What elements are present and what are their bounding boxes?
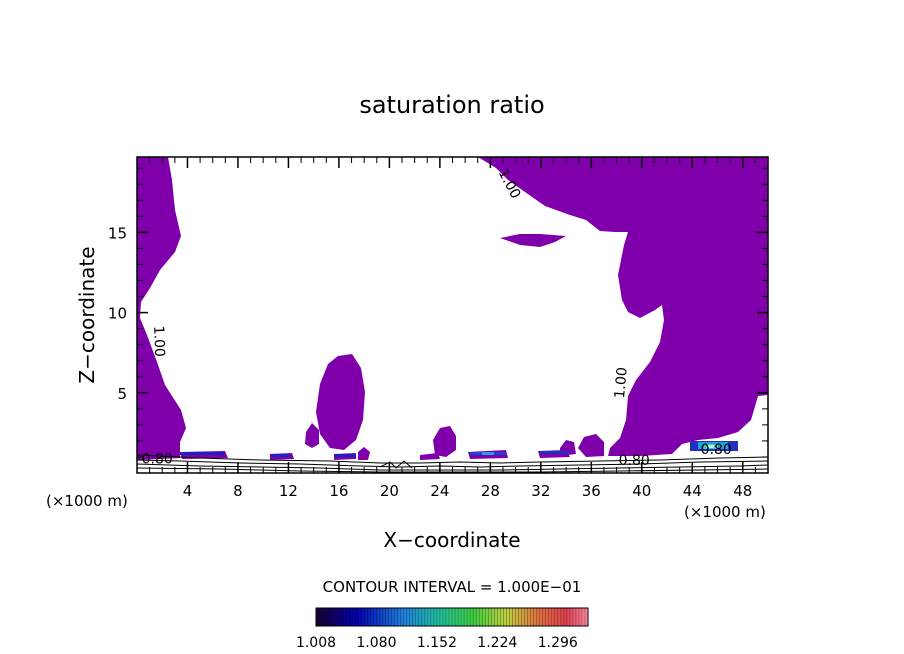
cloud-14 bbox=[305, 423, 319, 448]
x-tick-label: 4 bbox=[183, 482, 193, 500]
y-tick-label: 10 bbox=[108, 305, 127, 323]
colorbar-stripes bbox=[318, 608, 586, 626]
x-unit-left: (×1000 m) bbox=[46, 492, 128, 510]
low-strip-22 bbox=[420, 453, 440, 460]
colorbar-tick-label: 1.224 bbox=[477, 635, 517, 651]
colorbar-fill bbox=[316, 608, 588, 626]
contour-label: 0.80 bbox=[142, 451, 173, 467]
cloud-24 bbox=[433, 426, 456, 457]
x-tick-label: 16 bbox=[329, 482, 348, 500]
x-tick-label: 8 bbox=[233, 482, 243, 500]
chart-title: saturation ratio bbox=[359, 91, 544, 119]
supersaturated-patches bbox=[180, 441, 738, 457]
cloud-18 bbox=[358, 447, 370, 460]
colorbar-tick-label: 1.296 bbox=[538, 635, 578, 651]
contour-line bbox=[137, 463, 768, 471]
x-axis-label: X−coordinate bbox=[383, 528, 520, 552]
contour-line bbox=[137, 467, 768, 473]
x-tick-label: 28 bbox=[481, 482, 500, 500]
y-tick-label: 5 bbox=[117, 385, 127, 403]
colorbar-tick-label: 1.080 bbox=[356, 635, 396, 651]
supersat-patch bbox=[482, 452, 494, 455]
contour-line bbox=[137, 459, 768, 468]
y-tick-labels: 5 10 15 bbox=[108, 224, 127, 402]
x-tick-label: 48 bbox=[733, 482, 752, 500]
colorbar-tick-label: 1.008 bbox=[296, 635, 336, 651]
contour-label: 1.00 bbox=[612, 367, 631, 399]
colorbar-labels: 1.008 1.080 1.152 1.224 1.296 bbox=[296, 635, 578, 651]
major-ticks bbox=[137, 157, 768, 473]
x-tick-label: 12 bbox=[279, 482, 298, 500]
colorbar-tick-label: 1.152 bbox=[417, 635, 457, 651]
y-tick-label: 15 bbox=[108, 224, 127, 242]
contour-fill-region bbox=[137, 157, 768, 473]
contour-line bbox=[379, 460, 413, 469]
supersat-patch bbox=[334, 454, 356, 457]
bump-right-44 bbox=[660, 268, 667, 300]
left-saturated-region bbox=[137, 157, 186, 460]
supersat-patch bbox=[272, 454, 290, 457]
right-saturated-region bbox=[478, 157, 768, 456]
cloud-36 bbox=[578, 434, 604, 457]
colorbar-frame bbox=[315, 607, 589, 627]
mid-cloud-16 bbox=[316, 354, 365, 450]
x-tick-label: 20 bbox=[380, 482, 399, 500]
contour-label: 1.00 bbox=[150, 325, 167, 357]
y-axis-label: Z−coordinate bbox=[75, 246, 99, 383]
contour-label: 0.80 bbox=[619, 453, 650, 469]
x-unit-right: (×1000 m) bbox=[684, 503, 766, 521]
contour-interval-text: CONTOUR INTERVAL = 1.000E−01 bbox=[323, 578, 582, 596]
supersat-patch bbox=[180, 452, 224, 455]
x-tick-label: 40 bbox=[632, 482, 651, 500]
contour-label: 0.80 bbox=[701, 442, 732, 458]
x-tick-label: 32 bbox=[531, 482, 550, 500]
upper-cloud-wisp bbox=[500, 234, 566, 247]
colorbar: 1.008 1.080 1.152 1.224 1.296 bbox=[296, 607, 589, 651]
contour-line bbox=[137, 454, 768, 464]
x-tick-labels: 4 8 12 16 20 24 28 32 36 40 44 48 bbox=[183, 482, 753, 500]
x-tick-label: 36 bbox=[582, 482, 601, 500]
x-tick-label: 24 bbox=[430, 482, 449, 500]
supersat-patch bbox=[540, 451, 570, 454]
supersat-patch bbox=[708, 445, 714, 448]
x-tick-label: 44 bbox=[683, 482, 702, 500]
